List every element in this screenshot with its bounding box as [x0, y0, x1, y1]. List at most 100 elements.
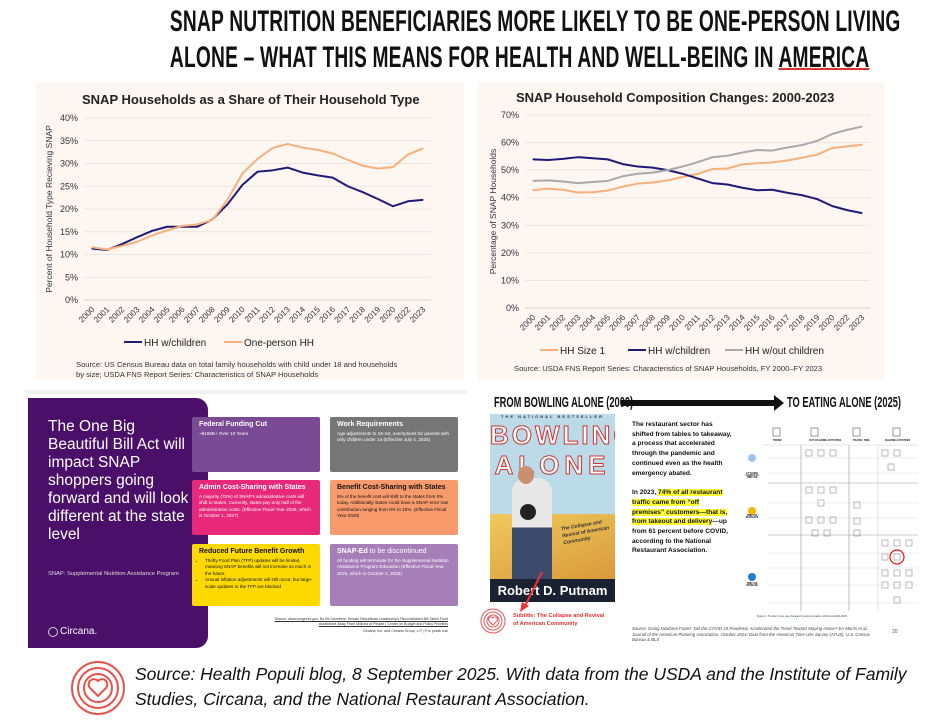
data-point [846, 129, 848, 131]
data-point [681, 165, 684, 168]
data-point [562, 180, 564, 183]
data-point [332, 152, 334, 155]
box-federal-funding: Federal Funding Cut ~$186B+ Over 10 Years [192, 417, 320, 472]
data-point [726, 155, 729, 157]
subtitle-annotation: Subtitle: The Collapse and Revival of Am… [513, 613, 605, 627]
chart-1-source: Source: US Census Bureau data on total f… [76, 360, 398, 379]
slide-source-link[interactable]: Source: www.congress.gov; By the Numbers… [274, 617, 448, 626]
box-body: A majority (75%) of SNAP's administrativ… [199, 494, 311, 519]
data-point [861, 212, 863, 214]
activity-icon [805, 486, 813, 494]
box-title: SNAP-Ed to be discontinued [337, 548, 451, 555]
x-tick-label: 2023 [846, 312, 866, 332]
data-point [121, 245, 123, 247]
chart-2-panel: SNAP Household Composition Changes: 2000… [478, 82, 884, 380]
data-point [377, 198, 379, 200]
data-point [362, 191, 364, 193]
red-arrow-icon [520, 571, 543, 612]
circana-logo: Circana. [48, 626, 97, 637]
data-point [151, 234, 153, 236]
activity-icon [881, 569, 889, 577]
data-point [196, 223, 198, 226]
box-work-requirements: Work Requirements Age adjustments to 18–6… [330, 417, 458, 472]
book-author: Robert D. Putnam [490, 579, 615, 602]
data-point [532, 180, 534, 182]
data-point [562, 158, 564, 160]
para-suffix: —up from 61 percent before COVID, accord… [632, 518, 728, 555]
fig-row-increase: TIME USE INCREASE [746, 583, 758, 587]
fig-trend-icon [748, 454, 756, 462]
activity-icon [817, 486, 825, 494]
snap-definition: SNAP: Supplemental Nutrition Assistance … [48, 571, 179, 577]
box-title: Work Requirements [337, 421, 403, 428]
data-point [256, 158, 259, 160]
slide-source: Source: www.congress.gov; By the Numbers… [273, 617, 448, 634]
chart-1-panel: SNAP Households as a Share of Their Hous… [36, 82, 464, 380]
activity-icon [905, 539, 913, 547]
data-point [726, 167, 729, 170]
data-point [271, 147, 274, 149]
y-tick-label: 70% [501, 110, 519, 120]
activity-icon [881, 581, 889, 589]
data-point [711, 156, 714, 158]
data-point [302, 146, 304, 149]
data-point [121, 243, 123, 245]
data-point [592, 157, 594, 159]
column-header-icon [772, 427, 781, 437]
obbba-slide: The One Big Beautiful Bill Act will impa… [25, 390, 467, 648]
box-bullet: Thrifty Food Plan (TFP) updates will be … [205, 558, 313, 577]
slide-headline: The One Big Beautiful Bill Act will impa… [48, 418, 189, 543]
y-tick-label: 30% [60, 159, 78, 169]
series-line-hh-w-children [532, 156, 863, 215]
activity-icon [905, 581, 913, 589]
fig-col-travel: TRAVEL TIME [853, 439, 870, 442]
y-tick-label: 50% [501, 165, 519, 175]
legend-label: HH w/children [144, 338, 206, 349]
data-point [317, 149, 319, 151]
fig-col-in-home: IN-HOME ACTIVITIES [885, 439, 911, 442]
time-use-figure: TREND OUT-OF-HOME ACTIVITIES TRAVEL TIME… [743, 415, 918, 623]
data-point [271, 169, 274, 171]
y-tick-label: 40% [501, 193, 519, 203]
circana-mark-icon [48, 626, 58, 637]
from-label: FROM BOWLING ALONE (2000) [494, 394, 634, 411]
data-point [696, 177, 699, 180]
activity-icon [881, 553, 889, 561]
data-point [407, 153, 409, 155]
data-point [801, 144, 803, 146]
book-tagline: THE NATIONAL BESTSELLER [501, 414, 604, 419]
y-tick-label: 15% [60, 227, 78, 237]
activity-icon [881, 539, 889, 547]
data-point [771, 149, 773, 152]
data-point [547, 179, 549, 181]
y-axis-label: Percentage of SNAP Households [488, 149, 498, 275]
activity-icon [817, 516, 825, 524]
data-point [756, 149, 758, 151]
activity-icon [805, 449, 813, 457]
data-point [577, 191, 579, 194]
title-line-2-text: ALONE – WHAT THIS MEANS FOR HEALTH AND W… [169, 41, 779, 74]
activity-icon [893, 581, 901, 589]
book-title-2: ALONE [494, 450, 611, 481]
box-benefit-cost: Benefit Cost-Sharing with States 5% of th… [330, 480, 458, 535]
y-tick-label: 35% [60, 136, 78, 146]
chart-2-title: SNAP Household Composition Changes: 2000… [516, 90, 835, 105]
activity-icon [853, 501, 861, 509]
data-point [347, 185, 349, 187]
y-tick-label: 60% [501, 138, 519, 148]
data-point [286, 166, 289, 169]
data-point [681, 173, 684, 175]
box-body: ~$186B+ Over 10 Years [199, 431, 249, 436]
data-point [816, 198, 818, 200]
activity-icon [893, 596, 901, 604]
data-point [532, 189, 534, 191]
data-point [696, 161, 699, 163]
book-title-1: BOWLING [490, 420, 615, 451]
box-body: 5% of the benefit cost will shift to the… [337, 494, 449, 519]
activity-icon [893, 539, 901, 547]
box-reduced-growth: Reduced Future Benefit Growth Thrifty Foo… [192, 544, 320, 606]
data-point [136, 241, 138, 243]
data-point [241, 184, 244, 186]
data-point [741, 163, 743, 165]
data-point [577, 156, 579, 158]
